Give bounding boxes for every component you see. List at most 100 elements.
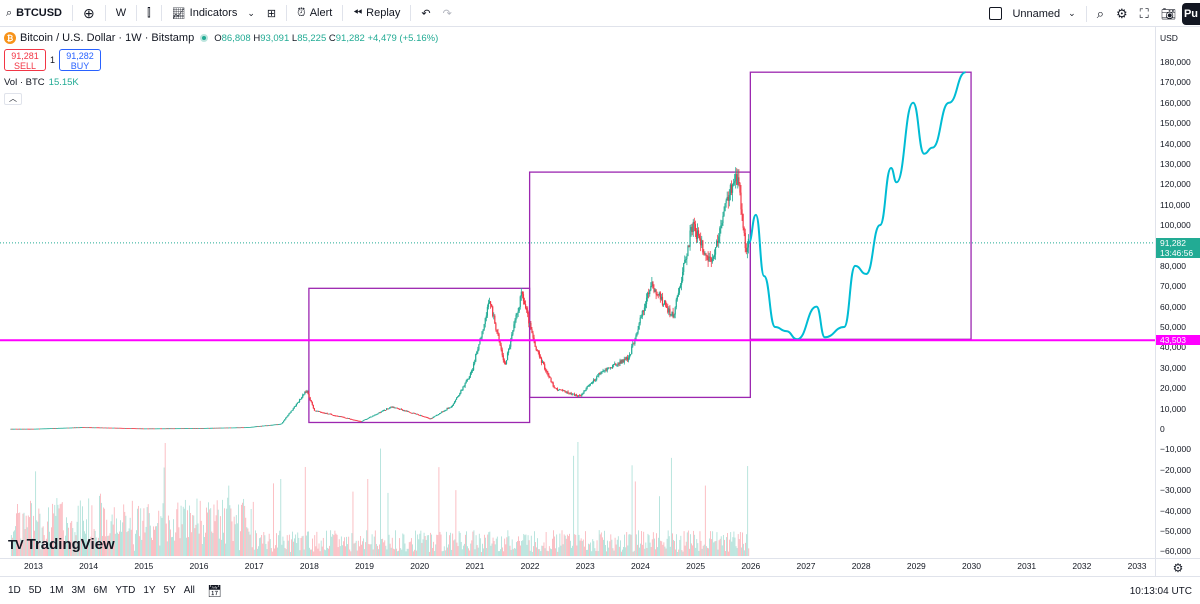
utc-clock[interactable]: 10:13:04 UTC [1130, 577, 1192, 604]
range-button-5d[interactable]: 5D [28, 585, 42, 596]
volume-bar [44, 548, 46, 556]
indicators-button[interactable]: 📈︎ Indicators ⌄ [166, 0, 261, 27]
candle-body [26, 428, 28, 430]
volume-bar [525, 534, 527, 556]
volume-bar [123, 504, 125, 556]
volume-bar [104, 508, 106, 556]
redo-button[interactable]: ↷ [437, 0, 458, 27]
buy-button[interactable]: 91,282 BUY [59, 49, 101, 71]
candle-body [318, 411, 320, 412]
volume-bar [727, 533, 728, 556]
volume-bar [230, 508, 232, 556]
volume-bar [198, 533, 200, 556]
candle-body [532, 332, 534, 338]
chart-type-button[interactable]: ⫿ [141, 0, 157, 27]
currency-label[interactable]: USD [1160, 33, 1178, 43]
candle-body [499, 339, 501, 346]
volume-bar [670, 457, 672, 556]
range-button-6m[interactable]: 6M [93, 585, 108, 596]
range-button-3m[interactable]: 3M [71, 585, 86, 596]
collapse-legend-button[interactable]: ︿ [4, 93, 22, 105]
range-button-1d[interactable]: 1D [8, 585, 21, 596]
volume-bar [176, 509, 178, 556]
volume-bar [422, 539, 424, 556]
year-tick: 2029 [906, 561, 926, 571]
publish-button[interactable]: Pu [1182, 2, 1200, 25]
volume-bar [16, 513, 17, 556]
volume-bar [597, 551, 599, 556]
volume-bar [691, 543, 692, 556]
volume-bar [336, 534, 338, 556]
symbol-search[interactable]: ⌕ BTCUSD [0, 0, 68, 27]
candle-body [86, 427, 88, 429]
candle-body [392, 406, 394, 408]
compare-button[interactable]: ⊕ [77, 0, 101, 27]
candle-body [404, 410, 406, 412]
volume-bar [61, 502, 63, 556]
candle-body [660, 296, 663, 300]
volume-bar [212, 533, 214, 556]
volume-bar [275, 545, 276, 556]
replay-button[interactable]: ⏪︎ Replay [347, 0, 406, 27]
volume-bar [122, 522, 124, 556]
range-button-1y[interactable]: 1Y [143, 585, 156, 596]
range-button-1m[interactable]: 1M [49, 585, 64, 596]
volume-bar [405, 551, 407, 556]
range-button-all[interactable]: All [183, 585, 195, 596]
candle-body [78, 427, 80, 429]
volume-bar [541, 545, 543, 556]
volume-bar [279, 530, 281, 556]
candle-body [584, 390, 586, 392]
volume-bar [294, 538, 295, 556]
candle-body [121, 427, 123, 429]
year-tick: 2027 [796, 561, 816, 571]
price-axis[interactable] [1155, 27, 1200, 558]
chart-canvas[interactable] [0, 27, 1155, 558]
candle-body [703, 252, 705, 255]
volume-bar [338, 539, 340, 556]
candle-body [496, 329, 498, 333]
calendar-icon[interactable]: 📅︎ [206, 583, 223, 598]
candle-body [656, 294, 658, 296]
layout-menu[interactable]: Unnamed ⌄ [983, 0, 1081, 27]
candle-body [260, 425, 262, 427]
range-button-ytd[interactable]: YTD [115, 585, 136, 596]
volume-bar [385, 545, 387, 556]
candle-body [596, 376, 598, 380]
low-value: 85,225 [297, 32, 327, 44]
settings-button[interactable]: ⚙ [1110, 0, 1134, 27]
screenshot-button[interactable]: 📷︎ [1155, 0, 1182, 27]
volume-bar [657, 547, 658, 556]
candle-body [435, 414, 438, 416]
volume-bar [395, 530, 396, 556]
fullscreen-button[interactable]: ⛶ [1134, 0, 1155, 27]
interval-button[interactable]: W [110, 0, 132, 27]
sell-button[interactable]: 91,281 SELL [4, 49, 46, 71]
candle-body [539, 356, 542, 358]
volume-bar [505, 544, 507, 556]
range-button-5y[interactable]: 5Y [163, 585, 176, 596]
axis-settings-button[interactable]: ⚙ [1155, 558, 1200, 576]
alert-button[interactable]: ⏰︎ Alert [291, 0, 338, 27]
chart-pane[interactable] [0, 27, 1155, 558]
volume-bar [426, 535, 428, 556]
volume-bar [421, 542, 423, 556]
volume-bar [607, 540, 608, 556]
layouts-button[interactable]: ⊞ [261, 0, 282, 27]
volume-bar [576, 545, 578, 556]
volume-bar [583, 546, 585, 556]
candle-body [692, 222, 694, 232]
volume-bar [256, 533, 257, 556]
time-axis[interactable] [0, 558, 1155, 576]
volume-bar [439, 531, 441, 556]
undo-button[interactable]: ↶ [415, 0, 436, 27]
candle-body [110, 427, 112, 429]
candle-body [188, 428, 190, 429]
volume-bar [543, 542, 545, 556]
candle-body [668, 308, 670, 313]
volume-bar [695, 547, 697, 556]
candle-body [321, 412, 323, 413]
quick-search-button[interactable]: ⌕ [1091, 0, 1110, 27]
candle-body [519, 296, 521, 307]
volume-bar [51, 527, 52, 556]
